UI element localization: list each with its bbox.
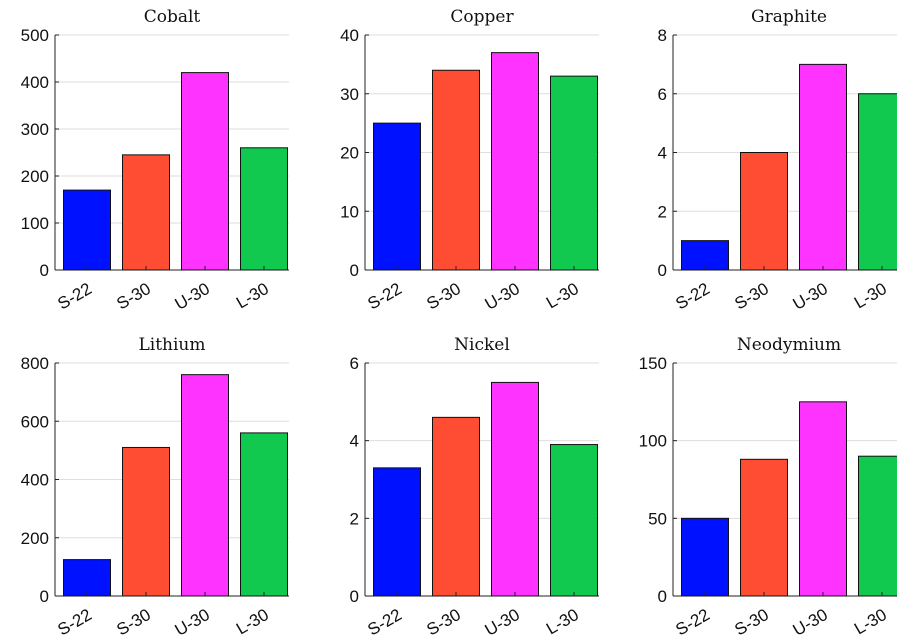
bar-graphite-s-30 <box>740 152 788 271</box>
bar-copper-u-30 <box>491 52 539 271</box>
x-tick-label: U-30 <box>790 605 831 640</box>
chart-title: Graphite <box>751 7 827 27</box>
bar-copper-s-22 <box>373 122 421 271</box>
chart-panel-neodymium: 0 50 100 150 Neodymium S-22 S-30 U-30 L-30 <box>639 335 897 640</box>
x-tick-label: L-30 <box>543 605 582 638</box>
y-tick-label: 200 <box>21 167 49 186</box>
x-tick-label: L-30 <box>851 279 890 312</box>
chart-panel-lithium: 0 200 400 600 800 Lithium S-22 S-30 U-30 L-30 <box>21 335 289 640</box>
chart-title: Copper <box>450 7 514 27</box>
bar-neodymium-s-30 <box>740 458 788 597</box>
x-tick-label: S-22 <box>54 605 95 639</box>
bar-cobalt-s-22 <box>63 189 111 271</box>
x-tick-label: S-30 <box>423 279 464 313</box>
y-tick-label: 2 <box>350 509 359 528</box>
y-tick-label: 200 <box>21 529 49 548</box>
x-tick-label: S-22 <box>672 279 713 313</box>
y-tick-label: 40 <box>340 26 359 45</box>
y-tick-label: 6 <box>658 85 667 104</box>
bar-graphite-u-30 <box>799 63 847 271</box>
chart-title: Lithium <box>138 335 205 355</box>
y-tick-label: 300 <box>21 120 49 139</box>
y-tick-label: 6 <box>350 354 359 373</box>
bar-nickel-s-22 <box>373 467 421 597</box>
bar-copper-s-30 <box>432 69 480 271</box>
chart-title: Cobalt <box>144 7 201 27</box>
y-tick-label: 150 <box>639 354 667 373</box>
y-tick-label: 400 <box>21 471 49 490</box>
chart-panel-copper: 0 10 20 30 40 Copper S-22 S-30 U-30 L-30 <box>340 7 599 314</box>
y-tick-label: 0 <box>658 587 667 606</box>
bar-cobalt-s-30 <box>122 154 170 271</box>
chart-panel-graphite: 0 2 4 6 8 Graphite S-22 S-30 U-30 L-30 <box>658 7 897 314</box>
y-tick-label: 8 <box>658 26 667 45</box>
bar-graphite-l-30 <box>858 93 897 271</box>
x-tick-label: S-22 <box>672 605 713 639</box>
bar-lithium-u-30 <box>181 374 229 597</box>
y-tick-label: 30 <box>340 85 359 104</box>
y-tick-label: 500 <box>21 26 49 45</box>
x-tick-label: L-30 <box>233 605 272 638</box>
y-tick-label: 0 <box>40 587 49 606</box>
x-tick-label: L-30 <box>543 279 582 312</box>
bar-neodymium-s-22 <box>681 517 729 597</box>
y-tick-label: 400 <box>21 73 49 92</box>
y-tick-label: 50 <box>648 509 667 528</box>
y-tick-label: 20 <box>340 144 359 163</box>
bar-cobalt-u-30 <box>181 72 229 271</box>
x-tick-label: S-22 <box>364 605 405 639</box>
x-tick-label: S-30 <box>731 279 772 313</box>
x-tick-label: S-22 <box>54 279 95 313</box>
y-tick-label: 0 <box>658 261 667 280</box>
chart-panel-nickel: 0 2 4 6 Nickel S-22 S-30 U-30 L-30 <box>350 335 599 640</box>
x-tick-label: U-30 <box>482 279 523 314</box>
y-tick-label: 10 <box>340 202 359 221</box>
y-tick-label: 0 <box>40 261 49 280</box>
bar-nickel-s-30 <box>432 416 480 597</box>
x-tick-label: S-30 <box>113 605 154 639</box>
x-tick-label: U-30 <box>790 279 831 314</box>
bar-copper-l-30 <box>550 75 598 271</box>
chart-title: Neodymium <box>737 335 841 355</box>
y-tick-label: 4 <box>658 144 667 163</box>
bar-neodymium-u-30 <box>799 401 847 597</box>
y-tick-label: 0 <box>350 587 359 606</box>
bar-neodymium-l-30 <box>858 455 897 597</box>
bar-lithium-s-22 <box>63 559 111 597</box>
x-tick-label: U-30 <box>172 605 213 640</box>
bar-nickel-l-30 <box>550 444 598 597</box>
x-tick-label: S-30 <box>423 605 464 639</box>
chart-title: Nickel <box>454 335 510 355</box>
y-tick-label: 0 <box>350 261 359 280</box>
bar-graphite-s-22 <box>681 240 729 271</box>
x-tick-label: L-30 <box>851 605 890 638</box>
x-tick-label: S-22 <box>364 279 405 313</box>
y-tick-label: 100 <box>21 214 49 233</box>
bar-lithium-s-30 <box>122 446 170 597</box>
x-tick-label: L-30 <box>233 279 272 312</box>
x-tick-label: U-30 <box>482 605 523 640</box>
x-tick-label: S-30 <box>731 605 772 639</box>
y-tick-label: 4 <box>350 432 359 451</box>
x-tick-label: U-30 <box>172 279 213 314</box>
bar-lithium-l-30 <box>240 432 288 597</box>
bar-cobalt-l-30 <box>240 147 288 271</box>
y-tick-label: 600 <box>21 412 49 431</box>
y-tick-label: 2 <box>658 202 667 221</box>
bar-nickel-u-30 <box>491 381 539 597</box>
y-tick-label: 800 <box>21 354 49 373</box>
x-tick-label: S-30 <box>113 279 154 313</box>
chart-panel-cobalt: 0 100 200 300 400 500 Cobalt S-22 S-30 U-30 L-30 <box>21 7 289 314</box>
y-tick-label: 100 <box>639 432 667 451</box>
